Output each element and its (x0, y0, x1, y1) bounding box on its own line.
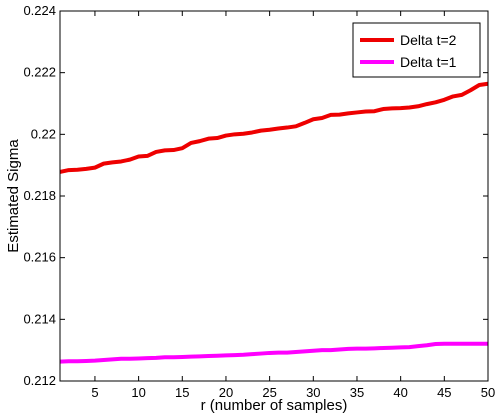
y-axis-label: Estimated Sigma (5, 139, 22, 253)
x-tick-label: 25 (262, 385, 276, 400)
y-tick-label: 0.212 (23, 373, 56, 388)
y-tick-label: 0.222 (23, 65, 56, 80)
legend: Delta t=2 Delta t=1 (352, 22, 481, 78)
x-tick-label: 45 (437, 385, 451, 400)
series-layer (59, 81, 489, 364)
y-tick-label: 0.224 (23, 3, 56, 18)
x-tick-label: 50 (481, 385, 495, 400)
legend-label-1: Delta t=2 (400, 32, 457, 48)
legend-box (352, 22, 481, 78)
y-tick-label: 0.216 (23, 250, 56, 265)
series-line-2 (59, 341, 488, 364)
y-tick-label: 0.214 (23, 311, 56, 326)
series-line-1 (59, 81, 489, 174)
x-tick-label: 30 (306, 385, 320, 400)
x-tick-label: 35 (350, 385, 364, 400)
y-tick-label: 0.22 (31, 126, 56, 141)
x-tick-label: 10 (131, 385, 145, 400)
x-tick-label: 20 (219, 385, 233, 400)
x-axis: 5 10 15 20 25 30 35 40 45 50 (91, 11, 495, 400)
y-tick-label: 0.218 (23, 188, 56, 203)
legend-label-2: Delta t=1 (400, 54, 457, 70)
x-tick-label: 5 (91, 385, 98, 400)
x-tick-label: 40 (393, 385, 407, 400)
x-tick-label: 15 (175, 385, 189, 400)
y-axis: 0.212 0.214 0.216 0.218 0.22 0.222 0.224 (23, 3, 488, 388)
x-axis-label: r (number of samples) (201, 397, 348, 414)
